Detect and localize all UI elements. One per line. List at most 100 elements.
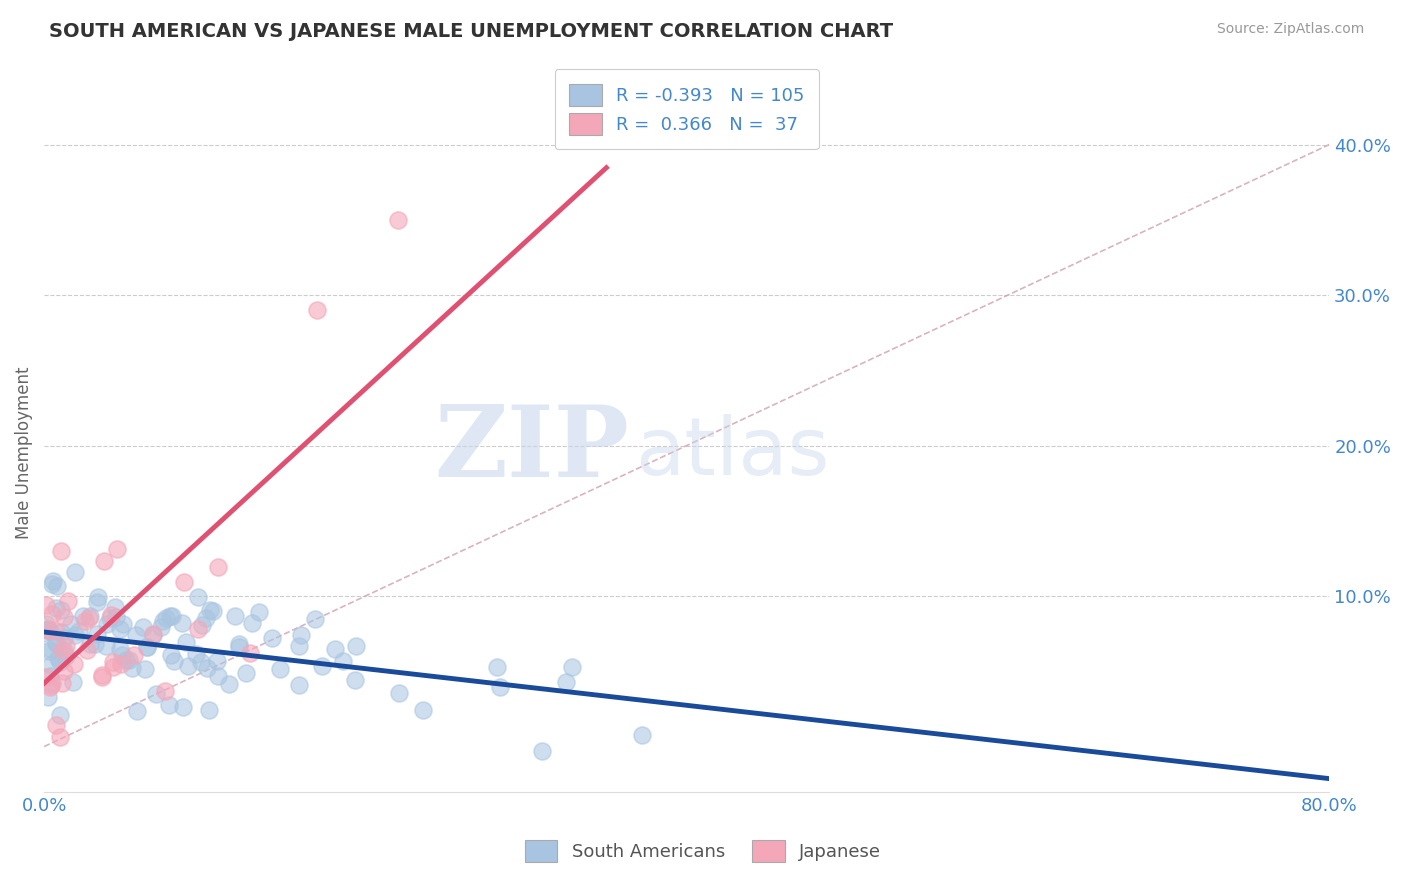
Point bbox=[35, 670, 58, 684]
Point bbox=[136, 640, 159, 654]
Point bbox=[72, 609, 94, 624]
Point bbox=[103, 660, 125, 674]
Point bbox=[83, 637, 105, 651]
Point bbox=[35, 624, 58, 638]
Point bbox=[152, 615, 174, 629]
Legend: R = -0.393   N = 105, R =  0.366   N =  37: R = -0.393 N = 105, R = 0.366 N = 37 bbox=[554, 70, 818, 150]
Point bbox=[51, 643, 73, 657]
Point bbox=[323, 641, 346, 656]
Legend: South Americans, Japanese: South Americans, Japanese bbox=[517, 833, 889, 870]
Point bbox=[224, 609, 246, 624]
Point bbox=[104, 610, 127, 624]
Point bbox=[48, 651, 70, 665]
Point bbox=[63, 628, 86, 642]
Point bbox=[51, 624, 73, 639]
Point bbox=[307, 303, 329, 318]
Point bbox=[45, 601, 67, 615]
Point bbox=[174, 634, 197, 648]
Point bbox=[489, 680, 512, 694]
Point bbox=[38, 644, 60, 658]
Point bbox=[136, 640, 159, 654]
Point bbox=[60, 617, 83, 632]
Point bbox=[41, 676, 63, 690]
Point bbox=[142, 628, 165, 642]
Point bbox=[79, 611, 101, 625]
Point bbox=[108, 642, 131, 657]
Point bbox=[153, 684, 176, 698]
Point bbox=[45, 636, 67, 650]
Text: SOUTH AMERICAN VS JAPANESE MALE UNEMPLOYMENT CORRELATION CHART: SOUTH AMERICAN VS JAPANESE MALE UNEMPLOY… bbox=[49, 22, 893, 41]
Point bbox=[247, 605, 270, 619]
Point bbox=[73, 614, 96, 628]
Point bbox=[561, 660, 583, 674]
Point bbox=[485, 659, 508, 673]
Point bbox=[207, 669, 229, 683]
Point bbox=[37, 690, 59, 704]
Point bbox=[121, 661, 143, 675]
Point bbox=[67, 624, 90, 639]
Point bbox=[332, 654, 354, 668]
Point bbox=[101, 655, 124, 669]
Point bbox=[134, 662, 156, 676]
Point bbox=[62, 675, 84, 690]
Point bbox=[63, 565, 86, 579]
Point bbox=[49, 544, 72, 558]
Point bbox=[49, 655, 72, 669]
Point bbox=[124, 628, 146, 642]
Point bbox=[49, 731, 72, 745]
Point bbox=[58, 594, 80, 608]
Point bbox=[104, 599, 127, 614]
Point bbox=[124, 648, 146, 662]
Point bbox=[35, 598, 58, 612]
Point bbox=[170, 615, 193, 630]
Point bbox=[112, 616, 135, 631]
Point bbox=[160, 609, 183, 624]
Point bbox=[190, 656, 212, 670]
Point bbox=[39, 681, 62, 695]
Point bbox=[388, 686, 411, 700]
Point bbox=[39, 657, 62, 672]
Point bbox=[172, 699, 194, 714]
Point bbox=[149, 619, 172, 633]
Point bbox=[86, 595, 108, 609]
Point bbox=[35, 616, 58, 631]
Point bbox=[79, 609, 101, 624]
Point bbox=[412, 703, 434, 717]
Point bbox=[131, 620, 153, 634]
Point bbox=[239, 646, 262, 660]
Point bbox=[37, 641, 59, 656]
Point bbox=[94, 639, 117, 653]
Point bbox=[96, 617, 118, 632]
Point bbox=[52, 610, 75, 624]
Point bbox=[530, 743, 553, 757]
Point bbox=[87, 590, 110, 604]
Point bbox=[145, 687, 167, 701]
Text: Source: ZipAtlas.com: Source: ZipAtlas.com bbox=[1216, 22, 1364, 37]
Text: atlas: atlas bbox=[636, 414, 830, 492]
Point bbox=[176, 659, 198, 673]
Point bbox=[110, 657, 132, 671]
Point bbox=[45, 635, 67, 649]
Point bbox=[53, 664, 76, 678]
Point bbox=[555, 675, 578, 690]
Point bbox=[100, 607, 122, 622]
Point bbox=[218, 677, 240, 691]
Point bbox=[93, 553, 115, 567]
Point bbox=[39, 669, 62, 683]
Point bbox=[207, 560, 229, 574]
Point bbox=[160, 648, 183, 662]
Point bbox=[51, 676, 73, 690]
Point bbox=[195, 661, 218, 675]
Point bbox=[49, 603, 72, 617]
Point bbox=[187, 622, 209, 636]
Point bbox=[39, 678, 62, 692]
Point bbox=[187, 590, 209, 604]
Point bbox=[49, 707, 72, 722]
Point bbox=[155, 611, 177, 625]
Point bbox=[44, 624, 66, 638]
Point bbox=[107, 541, 129, 556]
Point bbox=[35, 623, 58, 637]
Point bbox=[205, 654, 228, 668]
Point bbox=[63, 657, 86, 672]
Point bbox=[142, 627, 165, 641]
